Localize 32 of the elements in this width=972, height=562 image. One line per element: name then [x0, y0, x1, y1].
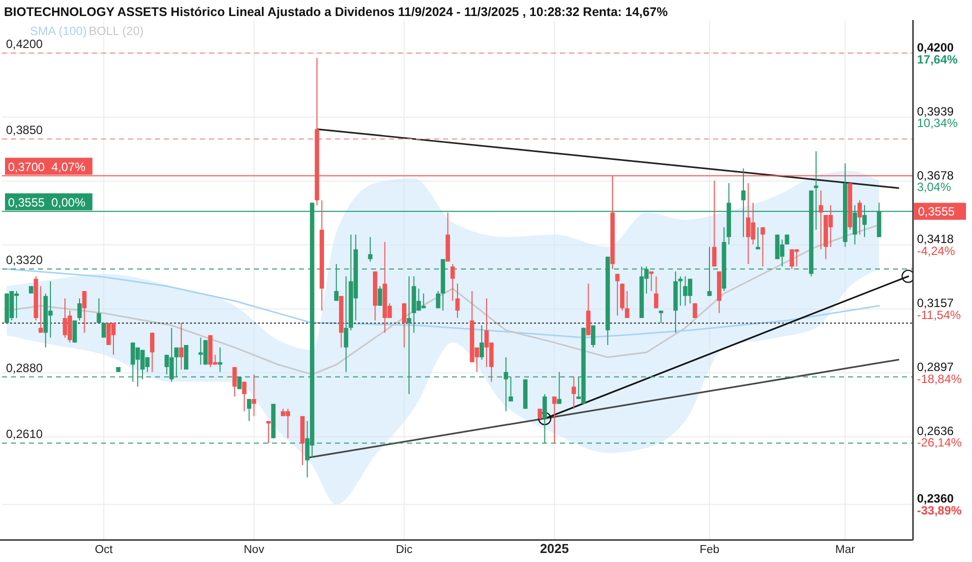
- y2-tick-label: 10,34%: [917, 116, 958, 130]
- y-tick-label: 0,4200: [917, 40, 954, 54]
- y-tick-label: 0,2897: [917, 360, 954, 374]
- x-tick-label: Dic: [396, 544, 413, 556]
- x-tick-label: Oct: [94, 544, 114, 556]
- y-tick-label: 0,2360: [917, 492, 954, 506]
- chart-title: BIOTECHNOLOGY ASSETS Histórico Lineal Ajustado a Dividenos 11/9/2024 - 11/3/2025 , 10:28:32 Renta: 14,67%: [4, 5, 668, 19]
- ref-line-label: 0,3555 0,00%: [8, 195, 86, 210]
- ref-line-label: 0,4200: [6, 37, 44, 52]
- y-tick-label: 0,3678: [917, 168, 954, 182]
- ref-line-label: 0,3850: [6, 122, 44, 137]
- y2-tick-label: -33,89%: [917, 504, 962, 518]
- ref-line-label: 0,2880: [6, 360, 44, 375]
- y2-tick-label: 17,64%: [917, 52, 958, 66]
- y2-tick-label: -11,54%: [917, 308, 962, 322]
- x-tick-label: 2025: [540, 541, 569, 556]
- y-tick-label: 0,2636: [917, 424, 954, 438]
- y2-tick-label: -4,24%: [917, 244, 956, 258]
- x-tick-label: Feb: [700, 544, 720, 556]
- x-tick-label: Mar: [835, 544, 856, 556]
- ref-line-label: 0,3700 4,07%: [8, 160, 86, 174]
- text: SMA (100): [30, 24, 87, 38]
- y-tick-label: 0,3157: [917, 296, 954, 310]
- ref-line-label: 0,2610: [6, 427, 44, 442]
- ref-line-label: 0,3320: [6, 252, 44, 267]
- text: 0,3555: [918, 204, 956, 219]
- y-tick-label: 0,3939: [917, 104, 954, 118]
- x-tick-label: Nov: [244, 544, 264, 556]
- y2-tick-label: -18,84%: [917, 372, 962, 386]
- y2-tick-label: -26,14%: [917, 436, 962, 450]
- y2-tick-label: 3,04%: [917, 180, 952, 194]
- y-tick-label: 0,3418: [917, 232, 954, 246]
